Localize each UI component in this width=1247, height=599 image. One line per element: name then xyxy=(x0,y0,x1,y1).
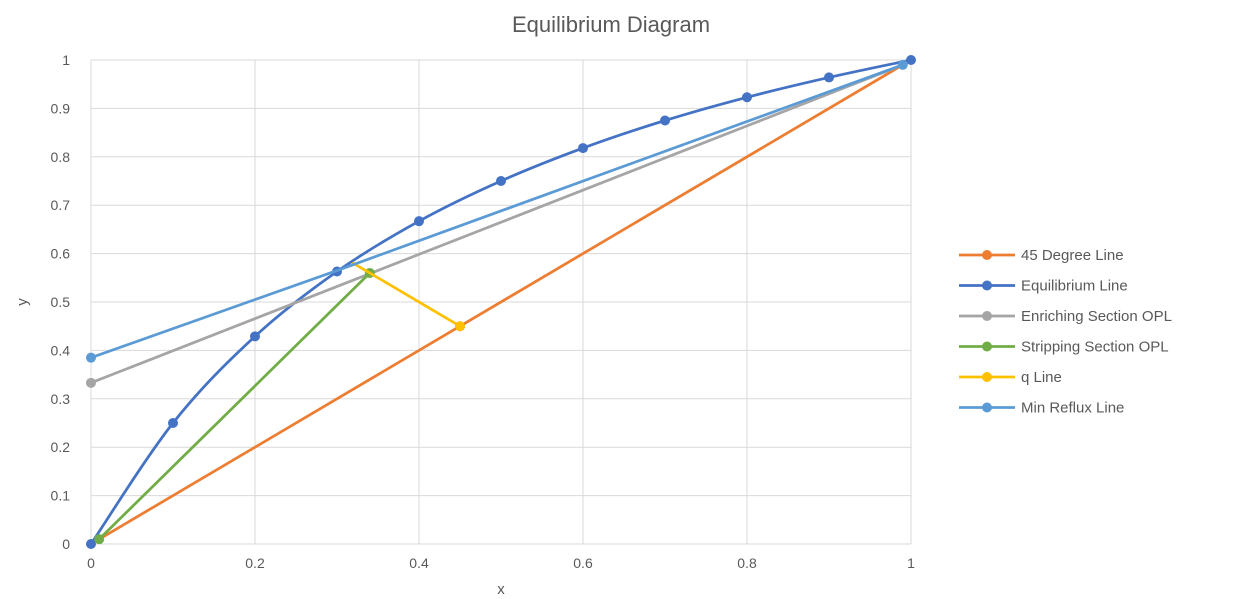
series-layer xyxy=(86,55,916,549)
legend-item-stripping-section-opl: Stripping Section OPL xyxy=(959,339,1169,356)
equilibrium-line-point xyxy=(906,55,916,65)
x-tick-label: 0 xyxy=(87,555,95,571)
y-tick-label: 0.7 xyxy=(51,197,71,213)
y-tick-label: 0.4 xyxy=(51,342,71,358)
equilibrium-line-point xyxy=(168,418,178,428)
x-tick-label: 1 xyxy=(907,555,915,571)
equilibrium-line-point xyxy=(414,216,424,227)
y-tick-label: 0 xyxy=(62,536,70,552)
x-axis-title: x xyxy=(497,581,505,598)
equilibrium-line-point xyxy=(250,331,260,342)
legend-label: 45 Degree Line xyxy=(1021,247,1124,264)
y-tick-label: 0.5 xyxy=(51,294,71,310)
equilibrium-line-point xyxy=(660,115,670,126)
min-reflux-line-line xyxy=(89,63,905,360)
y-tick-label: 0.6 xyxy=(51,246,71,262)
legend-label: Equilibrium Line xyxy=(1021,278,1128,295)
stripping-section-opl-point xyxy=(94,534,105,545)
series-min-reflux-line xyxy=(86,59,908,363)
series-stripping-section-opl xyxy=(94,267,375,545)
legend-swatch-marker xyxy=(982,280,992,291)
legend-item-equilibrium-line: Equilibrium Line xyxy=(959,278,1128,295)
equilibrium-line-point xyxy=(86,539,96,549)
q-line-line xyxy=(352,261,462,328)
series-equilibrium-line xyxy=(86,55,916,549)
x-tick-label: 0.8 xyxy=(737,555,757,571)
y-axis-title: y xyxy=(14,298,31,306)
equilibrium-line-point xyxy=(742,92,752,103)
legend-item-45-degree-line: 45 Degree Line xyxy=(959,247,1124,264)
min-reflux-line-point xyxy=(86,352,96,363)
x-tick-label: 0.4 xyxy=(409,555,429,571)
legend-item-q-line: q Line xyxy=(959,369,1062,386)
legend-item-min-reflux-line: Min Reflux Line xyxy=(959,400,1124,417)
legend-label: Enriching Section OPL xyxy=(1021,308,1172,325)
min-reflux-line-point xyxy=(897,59,908,70)
y-tick-label: 0.3 xyxy=(51,391,71,407)
legend-swatch-marker xyxy=(982,311,992,321)
stripping-section-opl-line xyxy=(97,271,372,541)
equilibrium-line-line xyxy=(89,58,913,546)
x-tick-label: 0.6 xyxy=(573,555,593,571)
y-tick-label: 0.2 xyxy=(51,439,71,455)
q-line-point xyxy=(455,321,465,332)
legend-label: q Line xyxy=(1021,369,1062,386)
chart-title: Equilibrium Diagram xyxy=(512,12,710,37)
legend-swatch-marker xyxy=(982,402,992,413)
legend-swatch-marker xyxy=(982,341,992,352)
x-axis-ticks: 0 0.2 0.4 0.6 0.8 1 xyxy=(87,555,915,571)
equilibrium-line-point xyxy=(824,72,834,83)
y-tick-label: 0.8 xyxy=(51,149,71,165)
y-tick-label: 0.1 xyxy=(51,488,71,504)
equilibrium-line-point xyxy=(578,143,588,154)
enriching-section-opl-line xyxy=(89,63,905,385)
equilibrium-line-point xyxy=(496,176,506,186)
legend-item-enriching-section-opl: Enriching Section OPL xyxy=(959,308,1172,325)
legend-swatch-marker xyxy=(982,372,992,382)
legend-swatch-marker xyxy=(982,250,992,260)
y-axis-ticks: 0 0.1 0.2 0.3 0.4 0.5 0.6 0.7 0.8 0.9 1 xyxy=(51,52,71,552)
series-q-line xyxy=(352,261,465,332)
legend-label: Min Reflux Line xyxy=(1021,400,1124,417)
series-enriching-section-opl xyxy=(86,63,905,388)
y-tick-label: 1 xyxy=(62,52,70,68)
legend: 45 Degree Line Equilibrium Line Enriching … xyxy=(959,247,1172,417)
x-tick-label: 0.2 xyxy=(245,555,265,571)
y-tick-label: 0.9 xyxy=(51,100,71,116)
enriching-section-opl-point xyxy=(86,377,96,388)
legend-label: Stripping Section OPL xyxy=(1021,339,1169,356)
